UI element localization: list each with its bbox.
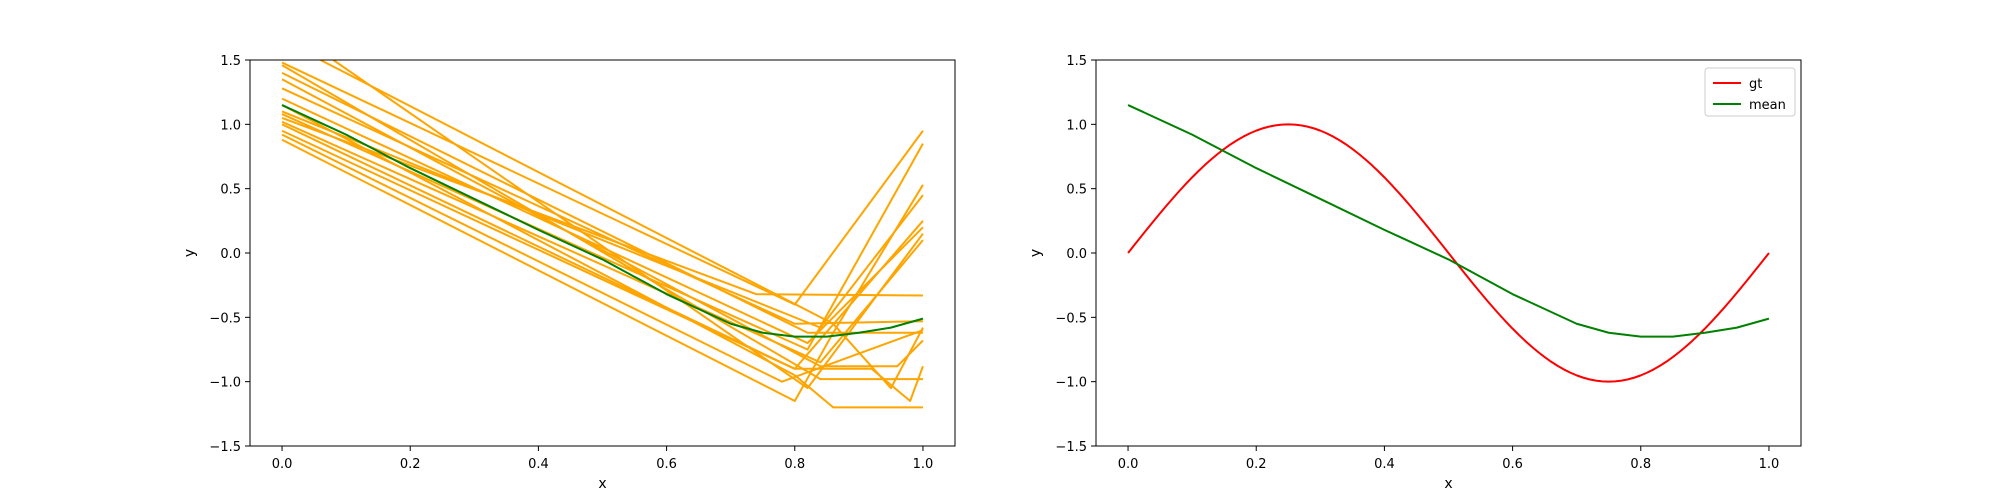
x-tick-label: 0.2 [1246,457,1267,472]
x-tick-label: 0.6 [1502,457,1523,472]
mean-line [281,104,924,338]
axes-frame [249,59,956,447]
y-tick-label: 0.0 [220,247,241,262]
y-tick-label: −1.0 [1055,376,1087,391]
x-tick-label: 1.0 [913,457,934,472]
sample-line [281,71,923,334]
plot-area [281,60,924,409]
y-tick-label: 0.0 [1066,247,1087,262]
x-tick-label: 0.4 [528,457,549,472]
sample-line [281,116,923,297]
left-subplot: 0.0 0.2 0.4 0.6 0.8 1.0 −1.5 −1.0 −0.5 0.0 0.5 1.0 1… [182,54,956,492]
y-tick-label: 1.0 [1066,118,1087,133]
y-tick-label: 0.5 [1066,183,1087,198]
mean-line [1127,104,1770,338]
sample-line [281,97,924,345]
y-axis-label: y [182,249,198,257]
sample-line [320,60,924,390]
right-subplot: 0.0 0.2 0.4 0.6 0.8 1.0 −1.5 −1.0 −0.5 0.0 0.5 1.0 1… [1028,54,1802,492]
plot-area [1127,104,1770,383]
x-tick-label: 0.8 [784,457,805,472]
y-tick-label: −0.5 [209,311,241,326]
y-tick-label: 0.5 [220,183,241,198]
y-tick-label: −1.5 [209,440,241,455]
x-tick-label: 0.0 [1118,457,1139,472]
y-tick-label: −1.0 [209,376,241,391]
sample-line [281,61,924,306]
sample-line [281,138,924,402]
sample-line [281,133,924,383]
sample-line [281,104,923,409]
legend-label: gt [1749,77,1762,92]
legend: gt mean [1704,67,1796,117]
y-tick-label: −0.5 [1055,311,1087,326]
y-tick-label: 1.5 [1066,54,1087,69]
x-tick-label: 1.0 [1759,457,1780,472]
y-tick-label: 1.0 [220,118,241,133]
sample-line [281,123,924,402]
axes-frame [1095,59,1802,447]
y-tick-label: −1.5 [1055,440,1087,455]
gt-line [1127,123,1770,383]
x-tick-label: 0.2 [400,457,421,472]
y-axis-label: y [1028,249,1044,257]
sample-line [332,60,924,390]
x-axis-label: x [1444,476,1452,492]
x-tick-label: 0.4 [1374,457,1395,472]
sample-line [281,87,923,325]
legend-label: mean [1749,98,1786,113]
sample-line [281,64,923,381]
x-tick-label: 0.0 [272,457,293,472]
sample-line [281,113,924,351]
x-tick-label: 0.8 [1630,457,1651,472]
x-axis-label: x [598,476,606,492]
x-tick-label: 0.6 [656,457,677,472]
sample-line [281,120,924,364]
y-tick-label: 1.5 [220,54,241,69]
